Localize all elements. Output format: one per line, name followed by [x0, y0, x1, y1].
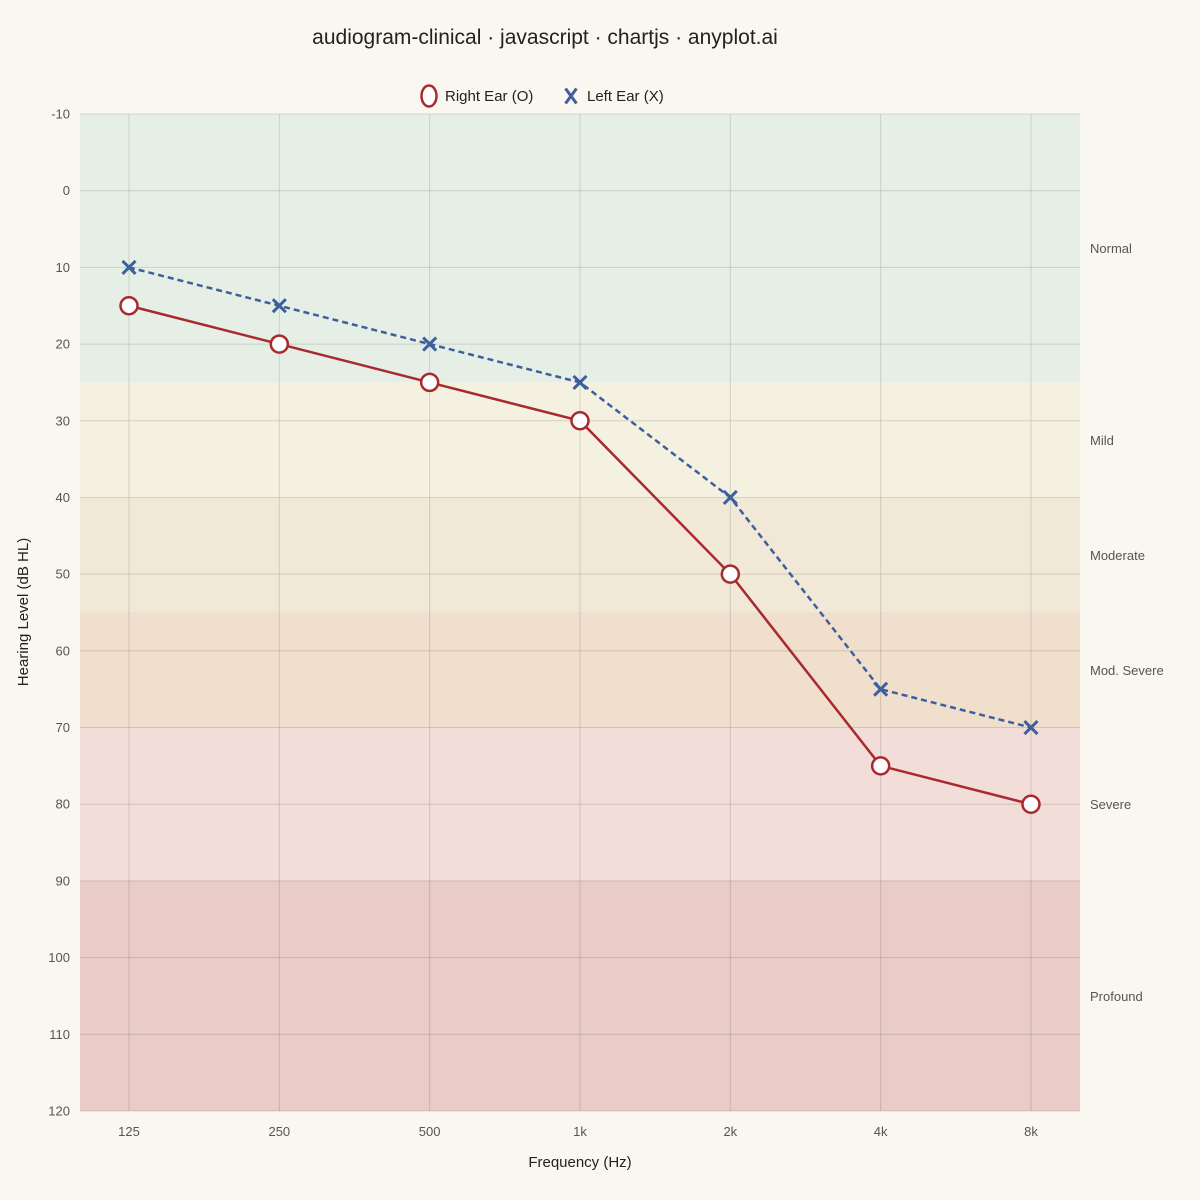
right-ear-point[interactable]: [119, 295, 139, 316]
y-tick-label: 60: [56, 643, 70, 658]
y-tick-label: 10: [56, 260, 70, 275]
band-label: Severe: [1090, 797, 1131, 812]
x-tick-label: 2k: [723, 1124, 737, 1139]
right-ear-point[interactable]: [1021, 794, 1041, 814]
y-tick-label: 30: [56, 413, 70, 428]
band-mild: [80, 382, 1080, 498]
y-tick-label: 120: [48, 1104, 70, 1119]
grid: [80, 113, 1080, 1112]
band-label: Mod. Severe: [1090, 663, 1164, 678]
right-ear-point[interactable]: [419, 372, 440, 393]
left-ear-point[interactable]: [271, 298, 287, 314]
legend-label: Left Ear (X): [587, 88, 664, 105]
right-ear-point[interactable]: [570, 411, 590, 431]
left-ear-point[interactable]: [422, 336, 438, 352]
x-axis-ticks: 125 250 500 1k 2k 4k 8k: [118, 1124, 1038, 1139]
series: [119, 259, 1041, 814]
right-ear-point[interactable]: [269, 334, 290, 354]
severity-bands: [80, 114, 1080, 1111]
x-tick-label: 500: [419, 1124, 441, 1139]
x-tick-label: 1k: [573, 1124, 587, 1139]
right-ear-point[interactable]: [720, 564, 741, 584]
band-label: Profound: [1090, 989, 1143, 1004]
band-moderate: [80, 497, 1080, 613]
band-severe: [80, 727, 1080, 881]
y-tick-label: 50: [56, 567, 70, 582]
band-normal: [80, 114, 1080, 383]
band-label: Normal: [1090, 241, 1132, 256]
left-ear-point[interactable]: [873, 681, 889, 697]
x-tick-label: 4k: [874, 1124, 888, 1139]
y-axis-title: Hearing Level (dB HL): [15, 538, 32, 686]
x-tick-label: 250: [268, 1124, 290, 1139]
right-ear-point[interactable]: [870, 756, 891, 776]
left-ear-point[interactable]: [121, 259, 137, 275]
left-ear-point[interactable]: [1023, 719, 1039, 736]
y-tick-label: 110: [49, 1027, 70, 1042]
x-axis-title: Frequency (Hz): [528, 1154, 631, 1171]
x-tick-label: 125: [118, 1124, 140, 1139]
legend-item-left-ear[interactable]: Left Ear (X): [564, 87, 664, 105]
y-tick-label: 0: [63, 183, 70, 198]
y-tick-label: 100: [48, 950, 70, 965]
y-tick-label: 70: [56, 720, 70, 735]
severity-band-labels: Normal Mild Moderate Mod. Severe Severe Profo…: [1090, 241, 1164, 1004]
x-tick-label: 8k: [1024, 1124, 1038, 1139]
legend-label: Right Ear (O): [445, 88, 533, 105]
band-label: Mild: [1090, 433, 1114, 448]
left-ear-point[interactable]: [572, 374, 588, 390]
left-ear-point[interactable]: [722, 489, 738, 506]
band-profound: [80, 880, 1080, 1111]
legend[interactable]: Right Ear (O) Left Ear (X): [420, 84, 664, 108]
y-tick-label: -10: [51, 107, 70, 122]
y-tick-label: 80: [56, 797, 70, 812]
legend-item-right-ear[interactable]: Right Ear (O): [420, 84, 534, 108]
y-axis-ticks: -10 0 10 20 30 40 50 60 70 80 90 100 110 120: [48, 107, 70, 1119]
y-tick-label: 90: [56, 873, 70, 888]
band-mod-severe: [80, 612, 1080, 728]
y-tick-label: 20: [56, 337, 70, 352]
chart-title: audiogram-clinical · javascript · chartj…: [312, 26, 778, 49]
band-label: Moderate: [1090, 548, 1145, 563]
legend-marker-circle: [420, 84, 438, 108]
legend-marker-x: [564, 87, 578, 105]
y-tick-label: 40: [56, 490, 70, 505]
